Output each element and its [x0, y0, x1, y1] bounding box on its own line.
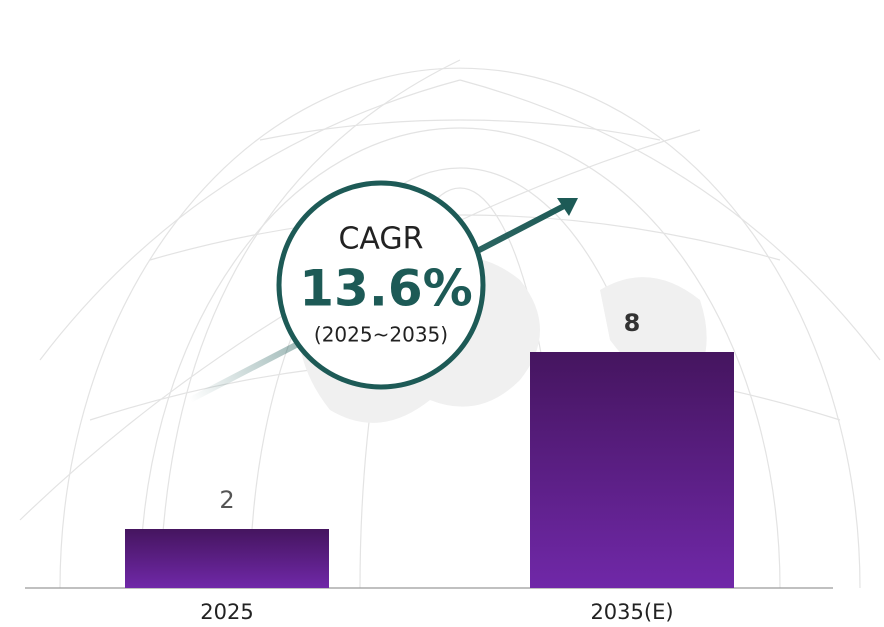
cagr-period: (2025~2035) — [314, 323, 448, 347]
cagr-circle — [276, 180, 486, 390]
x-tick-label: 2035(E) — [590, 600, 673, 624]
cagr-annotation: CAGR 13.6% (2025~2035) — [188, 180, 578, 403]
value-label: 2 — [219, 486, 234, 514]
bar — [530, 352, 734, 588]
cagr-title: CAGR — [338, 222, 423, 257]
bars: 2 2025 8 2035(E) — [125, 309, 734, 624]
x-tick-label: 2025 — [200, 600, 253, 624]
cagr-value: 13.6% — [299, 260, 472, 318]
bar — [125, 529, 329, 588]
value-label: 8 — [624, 309, 641, 337]
arrow-head — [557, 198, 578, 216]
